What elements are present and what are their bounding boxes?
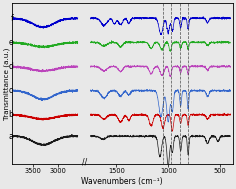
Text: b: b [8,110,13,119]
Text: //: // [81,158,87,167]
Text: f: f [10,14,13,23]
Text: c: c [9,86,13,95]
X-axis label: Wavenumbers (cm⁻¹): Wavenumbers (cm⁻¹) [81,177,163,186]
Text: a: a [8,132,13,141]
Text: d: d [8,62,13,71]
Text: e: e [8,38,13,47]
Y-axis label: Transmittance (a.u.): Transmittance (a.u.) [4,48,10,120]
